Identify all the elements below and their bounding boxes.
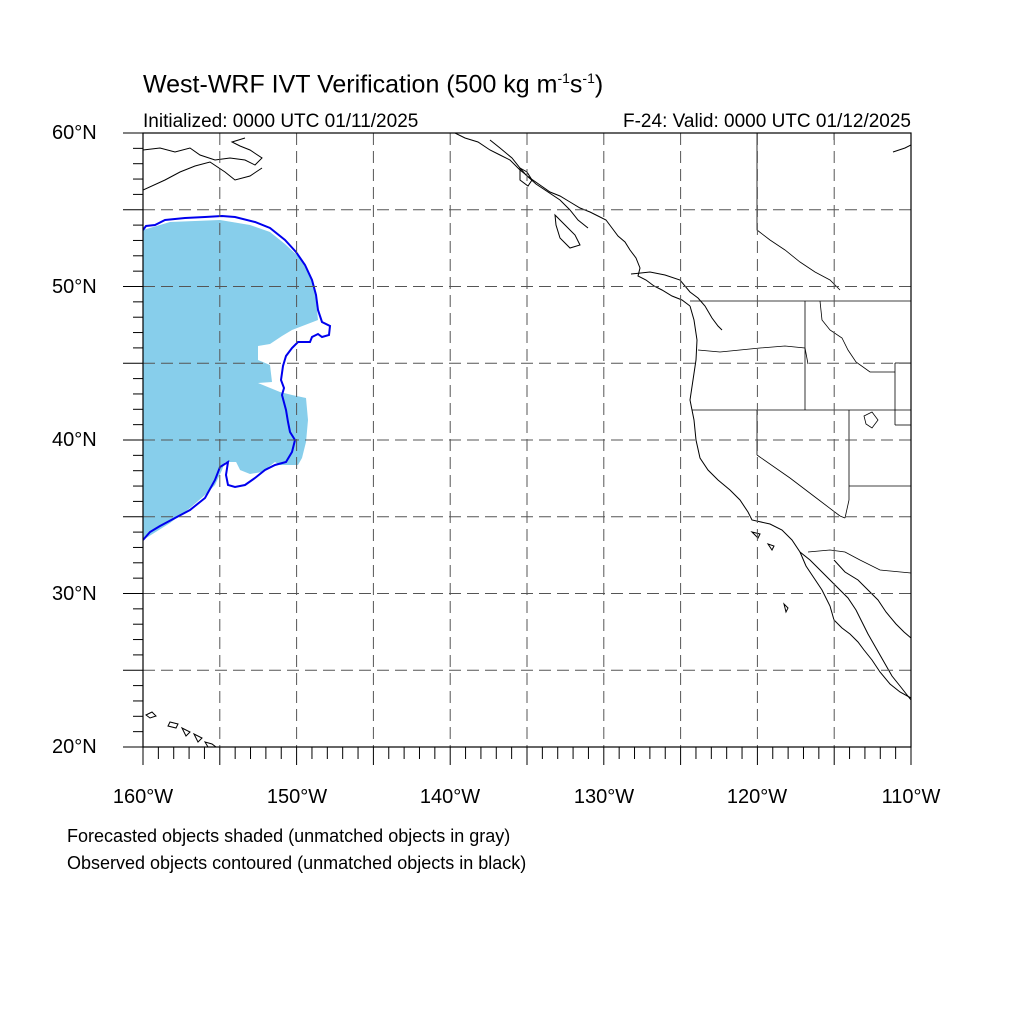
lat-label-30n: 30°N	[52, 583, 97, 605]
forecast-object-notch	[226, 462, 240, 478]
chart-title: West-WRF IVT Verification (500 kg m-1s-1…	[143, 70, 604, 99]
forecast-legend-note: Forecasted objects shaded (unmatched obj…	[67, 826, 511, 846]
lon-label-140w: 140°W	[419, 786, 481, 808]
axis-ticks	[123, 132, 912, 765]
lon-label-130w: 130°W	[573, 786, 635, 808]
lat-label-20n: 20°N	[52, 736, 97, 758]
lon-label-150w: 150°W	[266, 786, 328, 808]
lon-label-120w: 120°W	[726, 786, 788, 808]
lat-label-60n: 60°N	[52, 122, 97, 144]
init-time-label: Initialized: 0000 UTC 01/11/2025	[143, 111, 419, 132]
lat-label-40n: 40°N	[52, 429, 97, 451]
map-gridlines	[143, 133, 911, 747]
forecast-object-shaded	[143, 220, 318, 540]
lon-label-160w: 160°W	[112, 786, 174, 808]
valid-time-label: F-24: Valid: 0000 UTC 01/12/2025	[623, 111, 911, 132]
coastlines	[143, 133, 911, 747]
observed-legend-note: Observed objects contoured (unmatched ob…	[67, 853, 527, 873]
observed-object-contour	[143, 214, 332, 541]
political-borders	[690, 133, 911, 574]
lon-label-110w: 110°W	[881, 786, 941, 808]
lat-label-50n: 50°N	[52, 276, 97, 298]
